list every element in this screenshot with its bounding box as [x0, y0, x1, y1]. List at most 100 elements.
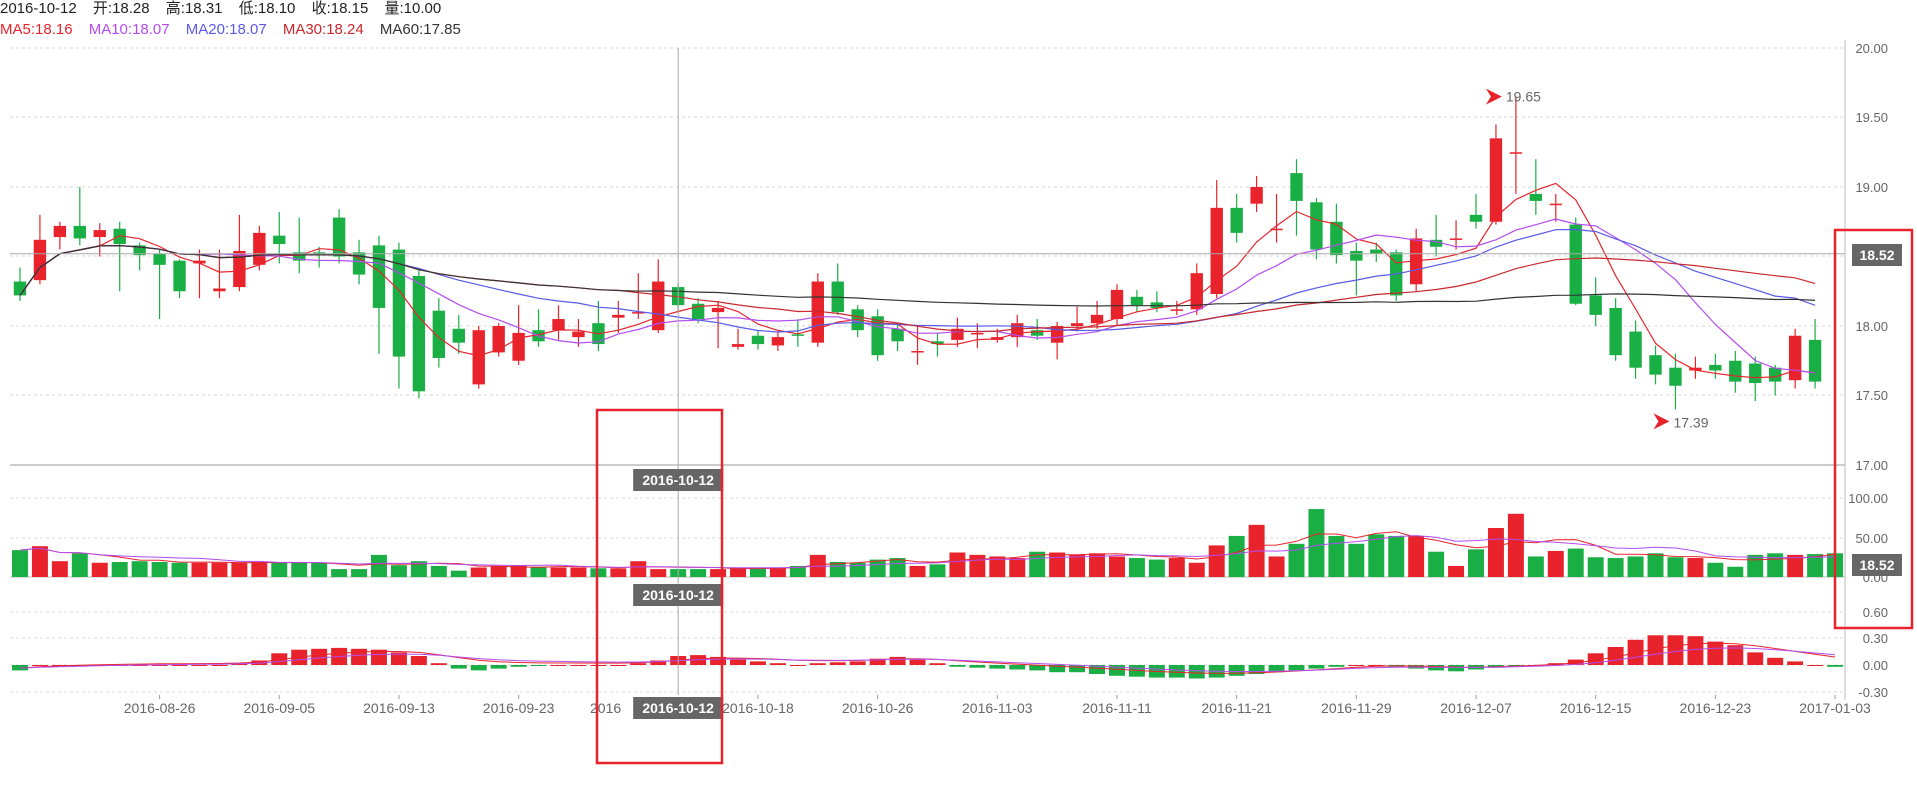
volume-bar	[1308, 509, 1325, 577]
volume-bar	[390, 565, 407, 577]
ma60-label: MA60:17.85	[379, 21, 461, 38]
candle-body	[1509, 152, 1523, 154]
macd-bar	[311, 648, 328, 665]
candle-body	[372, 245, 386, 308]
volume-bar	[929, 564, 946, 577]
volume-bar	[1089, 553, 1106, 577]
candle-body	[133, 245, 146, 256]
volume-bar	[470, 567, 487, 577]
volume-bar	[1049, 552, 1066, 577]
volume-bar	[1667, 557, 1684, 577]
volume-bar	[51, 561, 68, 577]
macd-dea-line	[19, 647, 1836, 672]
info-close: 收:18.15	[311, 0, 369, 17]
macd-bar	[949, 665, 966, 667]
macd-bar	[929, 663, 946, 665]
candle-body	[1230, 207, 1243, 233]
crosshair-volume-tag-bg	[1852, 554, 1902, 576]
volume-bar	[311, 562, 328, 577]
candle-body	[1449, 238, 1463, 240]
macd-dif-line	[19, 642, 1836, 674]
macd-bar	[1567, 659, 1584, 665]
volume-bar	[410, 561, 427, 577]
crosshair-date-tag-axis-bg	[633, 697, 724, 719]
volume-bar	[1487, 528, 1504, 577]
crosshair-date-tag-volume-bg	[633, 584, 724, 606]
crosshair-price-tag: 18.52	[1859, 247, 1894, 263]
candle-body	[432, 310, 446, 358]
volume-bar	[909, 565, 926, 577]
volume-bar	[1268, 556, 1285, 577]
y-tick-price-1: 19.50	[1855, 110, 1888, 125]
volume-bar	[1587, 557, 1604, 577]
volume-bar	[1069, 554, 1086, 577]
candle-body	[1489, 138, 1503, 222]
x-tick-13: 2017-01-03	[1799, 700, 1871, 716]
macd-bar	[1069, 665, 1086, 673]
candle-body	[1709, 364, 1722, 371]
volume-bar	[430, 565, 447, 577]
volume-bar	[490, 565, 507, 577]
x-tick-partial: 2016	[590, 700, 621, 716]
macd-bar	[969, 665, 986, 668]
volume-bar	[989, 556, 1006, 577]
volume-bar	[351, 569, 368, 577]
candle-body	[911, 351, 924, 353]
macd-bar	[869, 658, 886, 665]
macd-bar	[550, 665, 567, 666]
macd-bar	[1188, 665, 1205, 679]
macd-bar	[31, 665, 48, 666]
x-tick-6: 2016-11-03	[962, 700, 1033, 716]
macd-bar	[1448, 665, 1465, 672]
macd-bar	[371, 649, 387, 665]
candle-body	[73, 225, 86, 239]
volume-bar	[151, 561, 168, 577]
volume-bar	[1408, 535, 1425, 577]
candle-body	[1310, 202, 1323, 250]
macd-bar	[789, 665, 806, 666]
candle-body	[1689, 367, 1702, 371]
candle-body	[1808, 339, 1822, 382]
macd-bar	[390, 652, 407, 665]
volume-bar	[610, 568, 627, 577]
candle-body	[1250, 187, 1263, 204]
candle-body	[273, 235, 286, 244]
x-tick-4: 2016-10-18	[722, 700, 794, 716]
ma20-line	[19, 228, 1816, 333]
crosshair-date-tag-volume: 2016-10-12	[642, 587, 714, 603]
macd-bar	[1029, 665, 1046, 671]
candle-body	[1529, 193, 1543, 201]
candle-body	[552, 319, 565, 331]
candle-body	[1031, 330, 1044, 336]
max-price-marker	[1485, 88, 1502, 105]
volume-bar	[1468, 549, 1484, 577]
candle-body	[891, 328, 904, 342]
ma10-line	[19, 218, 1816, 374]
volume-bar	[1288, 543, 1305, 577]
volume-bar	[550, 567, 567, 577]
volume-bar	[1348, 543, 1365, 577]
macd-bar	[1089, 665, 1106, 674]
macd-bar	[710, 656, 727, 665]
macd-bar	[769, 663, 786, 665]
candle-body	[153, 253, 166, 265]
macd-bar	[730, 659, 746, 665]
volume-bar	[749, 567, 766, 577]
volume-bar	[1368, 534, 1385, 577]
candle-body	[1270, 228, 1283, 231]
volume-bar	[71, 553, 88, 577]
macd-bar	[1807, 665, 1824, 666]
volume-bar	[1687, 558, 1704, 577]
volume-bar	[1328, 535, 1345, 577]
y-tick-macd-2: 0.00	[1863, 658, 1888, 673]
macd-bar	[1348, 665, 1365, 666]
volume-bar	[630, 561, 647, 577]
candle-body	[711, 307, 725, 313]
volume-bar	[271, 562, 288, 577]
macd-bar	[829, 662, 846, 665]
x-tick-7: 2016-11-11	[1082, 700, 1152, 716]
volume-bar	[1128, 558, 1145, 577]
candle-body	[731, 344, 745, 347]
candle-body	[1589, 295, 1602, 315]
